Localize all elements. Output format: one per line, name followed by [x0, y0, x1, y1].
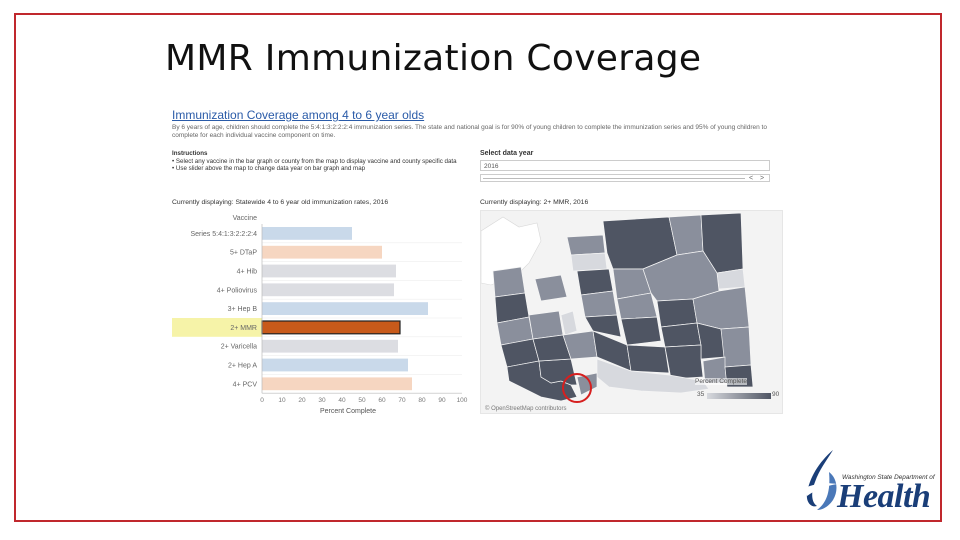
map-legend-max: 90: [772, 391, 780, 398]
county-regions[interactable]: [492, 212, 754, 402]
slider-next-button[interactable]: >: [760, 175, 765, 182]
dashboard-description: By 6 years of age, children should compl…: [172, 124, 767, 139]
x-tick-label: 80: [418, 397, 426, 404]
bar[interactable]: [262, 264, 396, 278]
bar[interactable]: [262, 339, 398, 353]
x-tick-label: 0: [260, 397, 264, 404]
bar-label[interactable]: 4+ Hib: [237, 269, 258, 276]
county-region[interactable]: [560, 310, 578, 336]
county-map[interactable]: Percent Complete 35 90 © OpenStreetMap c…: [480, 210, 783, 414]
washington-county-map[interactable]: [481, 211, 783, 414]
bar[interactable]: [262, 377, 412, 391]
vaccine-bar-chart[interactable]: Vaccine Series 5:4:1:3:2:2:2:4 5+ DTaP 4+ H…: [168, 210, 478, 416]
row-highlight: [172, 318, 262, 337]
county-region[interactable]: [660, 322, 702, 348]
map-legend-title: Percent Complete: [695, 378, 748, 385]
county-region[interactable]: [720, 326, 752, 368]
bar-label[interactable]: 2+ Varicella: [221, 344, 257, 351]
county-region[interactable]: [664, 344, 704, 380]
x-tick-label: 40: [338, 397, 346, 404]
instructions-block: Instructions • Select any vaccine in the…: [172, 150, 462, 173]
map-legend-min: 35: [697, 391, 705, 398]
instruction-item: • Use slider above the map to change dat…: [172, 165, 366, 173]
county-region[interactable]: [534, 274, 568, 302]
category-header: Vaccine: [233, 215, 257, 222]
health-logo: Washington State Department of Health: [795, 448, 935, 515]
x-tick-label: 50: [358, 397, 366, 404]
county-region[interactable]: [716, 268, 746, 290]
x-tick-label: 70: [398, 397, 406, 404]
county-region[interactable]: [492, 266, 526, 298]
bar-label[interactable]: 2+ Hep A: [228, 363, 257, 370]
county-region[interactable]: [570, 252, 608, 272]
map-legend-bar: [707, 393, 771, 399]
bar-label[interactable]: 5+ DTaP: [230, 250, 257, 257]
bar[interactable]: [262, 245, 382, 259]
county-region[interactable]: [580, 290, 618, 318]
county-region[interactable]: [620, 316, 662, 346]
map-credit[interactable]: © OpenStreetMap contributors: [485, 406, 567, 412]
county-region[interactable]: [656, 298, 698, 328]
x-tick-label: 100: [457, 397, 468, 404]
bar[interactable]: [262, 283, 394, 297]
instructions-heading: Instructions: [172, 150, 208, 157]
current-display-left: Currently displaying: Statewide 4 to 6 y…: [172, 199, 389, 206]
bar[interactable]: [262, 227, 352, 240]
county-region[interactable]: [584, 314, 622, 338]
x-tick-label: 10: [278, 397, 286, 404]
county-region[interactable]: [596, 358, 710, 394]
x-tick-label: 60: [378, 397, 386, 404]
county-region[interactable]: [576, 372, 598, 396]
slider-prev-button[interactable]: <: [749, 175, 754, 182]
bar-label[interactable]: Series 5:4:1:3:2:2:2:4: [190, 231, 257, 238]
county-region[interactable]: [696, 322, 726, 360]
slide-border: [14, 13, 942, 522]
instruction-item: • Select any vaccine in the bar graph or…: [172, 157, 457, 165]
slide-title: MMR Immunization Coverage: [165, 38, 702, 79]
logo-emblem-icon: [805, 450, 837, 510]
x-tick-label: 20: [298, 397, 306, 404]
slider-track[interactable]: [483, 178, 745, 179]
bar[interactable]: [261, 320, 401, 335]
logo-agency-line: Washington State Department of: [842, 474, 935, 481]
dashboard-screenshot: Immunization Coverage among 4 to 6 year …: [168, 104, 786, 416]
bar-label[interactable]: 2+ MMR: [230, 325, 257, 332]
bar[interactable]: [262, 302, 428, 315]
county-region[interactable]: [576, 268, 614, 296]
year-slider[interactable]: < >: [480, 174, 770, 182]
bar[interactable]: [262, 358, 408, 372]
county-region[interactable]: [626, 344, 670, 374]
bar-label[interactable]: 4+ PCV: [233, 381, 258, 388]
dashboard-title[interactable]: Immunization Coverage among 4 to 6 year …: [172, 108, 425, 122]
x-tick-label: 30: [318, 397, 326, 404]
logo-wordmark: Health: [837, 478, 931, 515]
county-region[interactable]: [528, 310, 564, 340]
x-axis-label: Percent Complete: [320, 408, 376, 415]
bar-label[interactable]: 4+ Poliovirus: [217, 287, 258, 294]
year-select[interactable]: 2016: [480, 160, 770, 171]
current-display-right: Currently displaying: 2+ MMR, 2016: [480, 199, 589, 206]
select-year-label: Select data year: [480, 150, 534, 157]
x-tick-label: 90: [438, 397, 446, 404]
county-region[interactable]: [566, 234, 606, 256]
bar-label[interactable]: 3+ Hep B: [228, 306, 258, 313]
highlight-circle: [562, 373, 592, 403]
